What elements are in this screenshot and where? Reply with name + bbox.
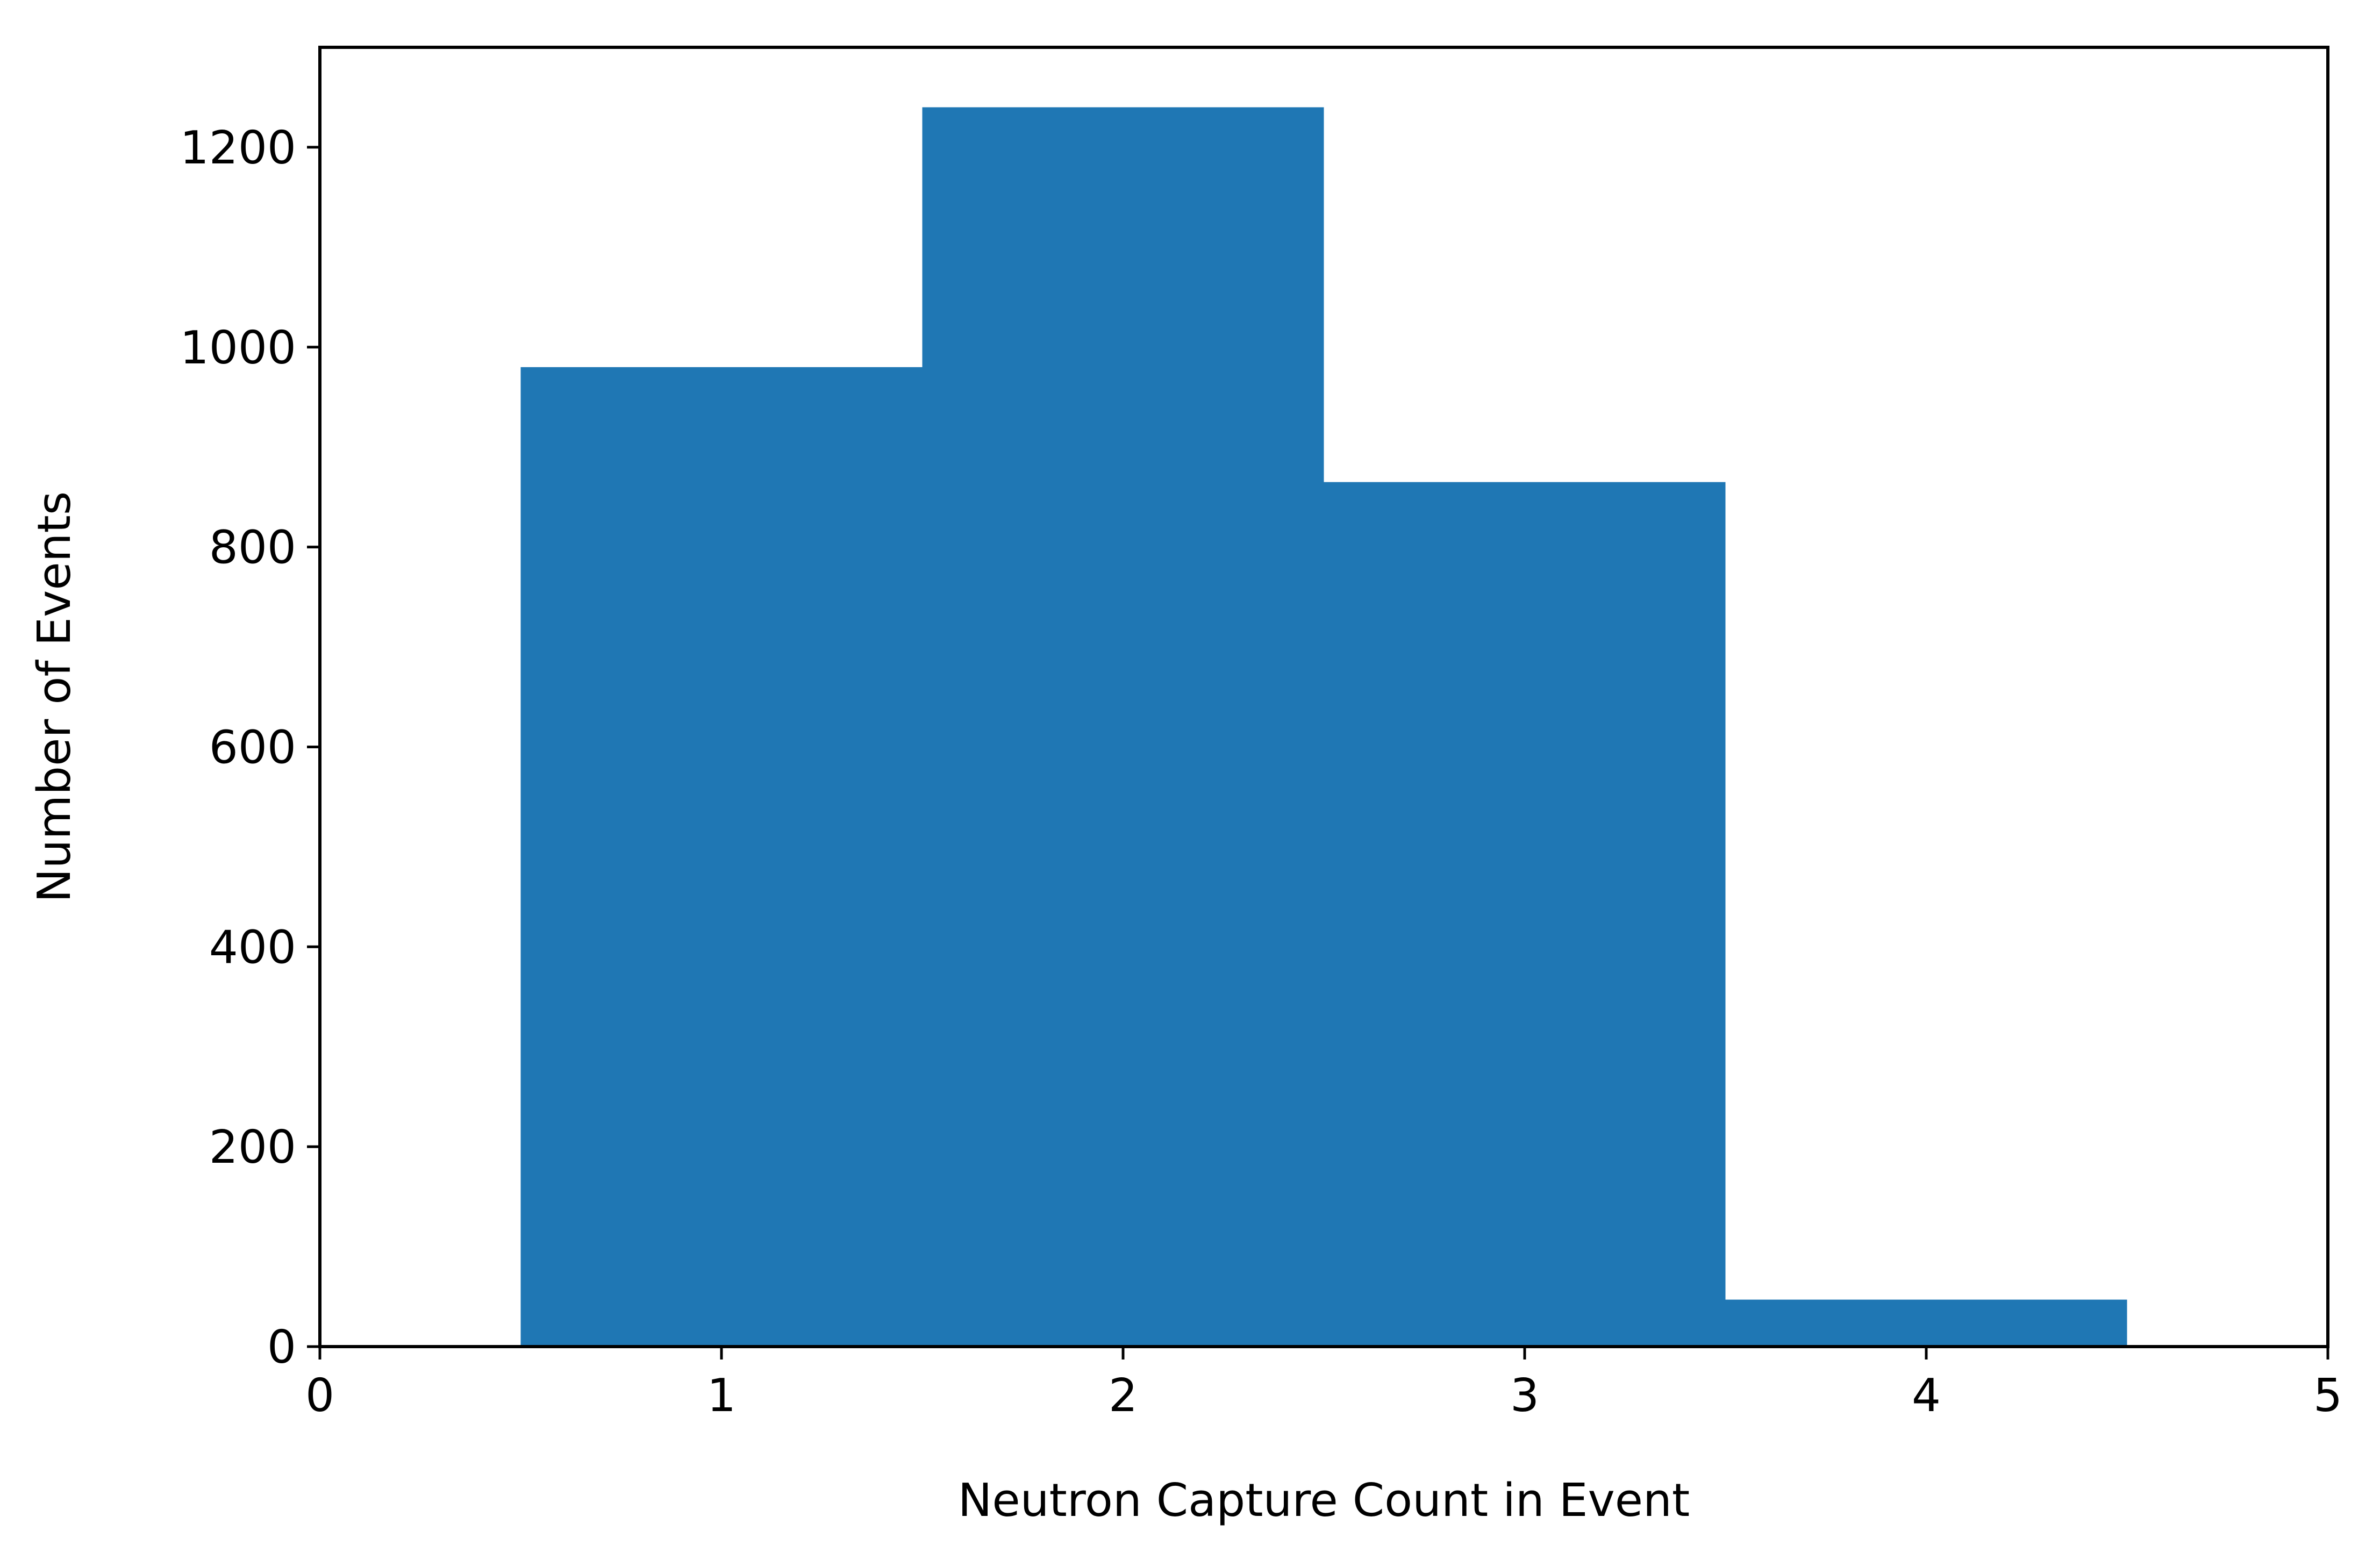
y-tick-label-4: 800 xyxy=(209,521,296,575)
x-tick-label-0: 0 xyxy=(305,1369,334,1422)
histogram-bars xyxy=(520,107,2127,1347)
histogram-bar-0 xyxy=(520,367,923,1347)
x-axis-label: Neutron Capture Count in Event xyxy=(958,1474,1690,1527)
y-tick-label-5: 1000 xyxy=(180,321,296,375)
y-tick-label-3: 600 xyxy=(209,721,296,774)
x-axis-ticks: 0 1 2 3 4 5 xyxy=(305,1347,2342,1422)
histogram-bar-2 xyxy=(1324,482,1726,1347)
x-tick-label-2: 2 xyxy=(1109,1369,1138,1422)
y-tick-label-1: 200 xyxy=(209,1121,296,1174)
histogram-bar-1 xyxy=(922,107,1324,1347)
y-tick-label-2: 400 xyxy=(209,921,296,974)
x-tick-label-3: 3 xyxy=(1510,1369,1539,1422)
plot-area-frame xyxy=(318,46,2329,1348)
x-tick-label-4: 4 xyxy=(1912,1369,1941,1422)
y-tick-label-0: 0 xyxy=(267,1321,296,1374)
x-tick-label-5: 5 xyxy=(2313,1369,2342,1422)
histogram-bar-3 xyxy=(1725,1299,2127,1347)
x-tick-label-1: 1 xyxy=(707,1369,736,1422)
y-axis-label: Number of Events xyxy=(28,491,81,903)
y-axis-ticks: 0 200 400 600 800 1000 1200 xyxy=(180,121,320,1374)
y-tick-label-6: 1200 xyxy=(180,121,296,175)
